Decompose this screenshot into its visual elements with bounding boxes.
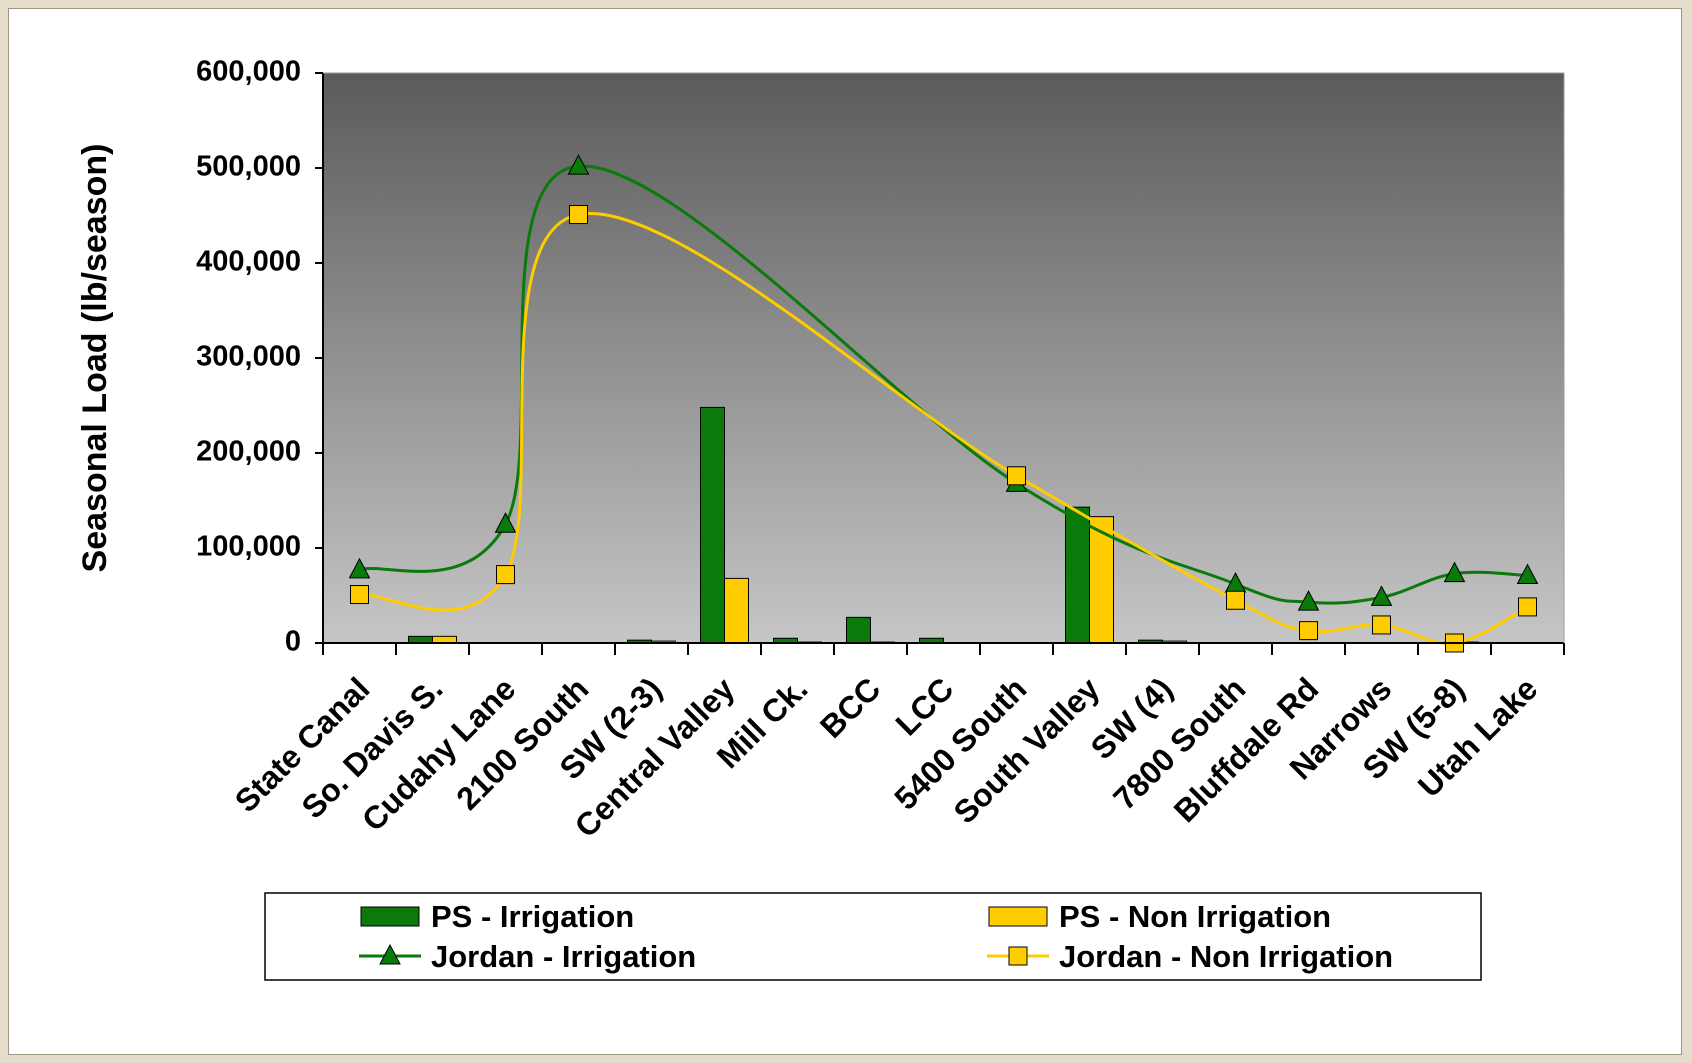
bar-ps-irrigation-bcc: [846, 616, 871, 644]
chart: 0 100,000 200,000 300,000 400,000 500,000 600,…: [76, 56, 1565, 981]
marker-jordan-irrigation-bluffdale-rd: [1297, 590, 1320, 611]
legend-label-ps-irrigation: PS - Irrigation: [431, 899, 634, 934]
y-tick-label: 200,000: [196, 436, 301, 468]
legend-label-jordan-irrigation: Jordan - Irrigation: [431, 939, 696, 974]
y-tick-label: 600,000: [196, 56, 301, 88]
lines-layer: [348, 154, 1539, 653]
y-tick-label: 0: [285, 626, 301, 658]
marker-jordan-irrigation-sw-5-8: [1443, 561, 1466, 583]
bar-ps-non-irrigation-south-valley: [1089, 516, 1114, 644]
x-tick-label-bcc: BCC: [813, 670, 887, 744]
marker-jordan-irrigation-utah-lake: [1516, 563, 1539, 585]
legend-swatch-ps-non-irrigation: [988, 906, 1048, 927]
axes-layer: [315, 72, 1565, 655]
plot-area: [323, 73, 1564, 643]
legend-label-jordan-non-irrigation: Jordan - Non Irrigation: [1059, 939, 1393, 974]
marker-jordan-non-irrigation-narrows: [1372, 615, 1391, 635]
legend-marker-jordan-irrigation: [379, 943, 401, 965]
marker-jordan-non-irrigation-7800-south: [1226, 590, 1245, 610]
legend-marker-jordan-non-irrigation: [1008, 946, 1028, 966]
legend: PS - Irrigation PS - Non Irrigation Jord…: [264, 892, 1482, 981]
legend-label-ps-non-irrigation: PS - Non Irrigation: [1059, 899, 1331, 934]
y-axis-title: Seasonal Load (lb/season): [76, 144, 114, 573]
chart-frame: 0 100,000 200,000 300,000 400,000 500,000 600,…: [8, 8, 1682, 1055]
marker-jordan-non-irrigation-2100-south: [569, 205, 588, 225]
y-tick-label: 300,000: [196, 341, 301, 373]
marker-jordan-irrigation-narrows: [1370, 585, 1393, 606]
legend-swatch-ps-irrigation: [360, 906, 420, 927]
y-tick-label: 500,000: [196, 151, 301, 183]
marker-jordan-non-irrigation-state-canal: [350, 585, 369, 605]
marker-jordan-non-irrigation-5400-south: [1007, 466, 1026, 486]
marker-jordan-non-irrigation-utah-lake: [1518, 597, 1537, 617]
marker-jordan-irrigation-cudahy-lane: [494, 512, 517, 533]
marker-jordan-non-irrigation-bluffdale-rd: [1299, 621, 1318, 641]
y-tick-label: 400,000: [196, 246, 301, 278]
y-tick-label: 100,000: [196, 531, 301, 563]
marker-jordan-non-irrigation-cudahy-lane: [496, 565, 515, 585]
marker-jordan-irrigation-state-canal: [348, 557, 371, 579]
bar-ps-irrigation-south-valley: [1065, 506, 1090, 644]
legend-box: [264, 892, 1482, 981]
bar-ps-non-irrigation-central-valley: [724, 577, 749, 644]
bar-ps-irrigation-central-valley: [700, 406, 725, 644]
marker-jordan-irrigation-2100-south: [567, 154, 590, 175]
